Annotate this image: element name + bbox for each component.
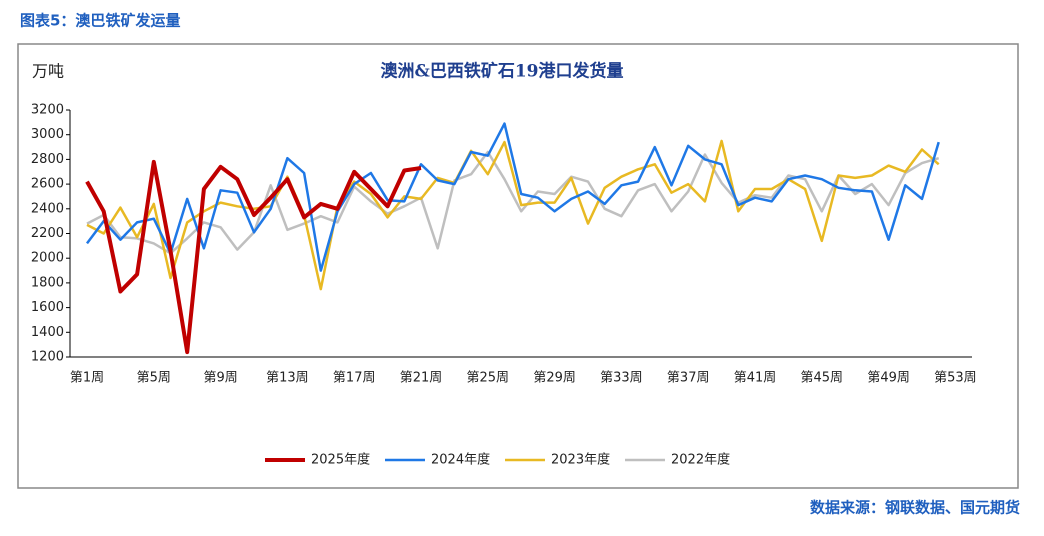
series-line: [85, 159, 422, 355]
x-tick-label: 第21周: [400, 371, 443, 386]
x-tick-label: 第17周: [333, 371, 376, 386]
legend-label: 2025年度: [311, 452, 370, 468]
x-tick-label: 第33周: [600, 371, 643, 386]
source: 数据来源：钢联数据、国元期货: [810, 499, 1020, 517]
legend-label: 2023年度: [551, 452, 610, 468]
y-tick-label: 1800: [31, 275, 64, 290]
series-line: [86, 139, 940, 291]
y-tick-label: 2200: [31, 226, 64, 241]
x-tick-label: 第37周: [667, 371, 710, 386]
y-tick-label: 2400: [31, 201, 64, 216]
x-tick-label: 第25周: [467, 371, 510, 386]
y-tick-label: 2800: [31, 152, 64, 167]
x-tick-label: 第53周: [934, 371, 977, 386]
legend-label: 2022年度: [671, 452, 730, 468]
series-line: [85, 122, 940, 272]
x-tick-label: 第9周: [203, 371, 237, 386]
x-tick-label: 第1周: [70, 371, 104, 386]
y-tick-label: 3200: [31, 103, 64, 118]
legend-label: 2024年度: [431, 452, 490, 468]
y-tick-label: 1600: [31, 300, 64, 315]
y-tick-label: 2000: [31, 251, 64, 266]
chart-frame: [17, 43, 1019, 489]
x-tick-label: 第41周: [734, 371, 777, 386]
x-tick-label: 第29周: [533, 371, 576, 386]
y-tick-label: 2600: [31, 177, 64, 192]
x-tick-label: 第13周: [266, 371, 309, 386]
x-tick-label: 第49周: [867, 371, 910, 386]
series-line: [86, 150, 940, 255]
x-tick-label: 第5周: [137, 371, 171, 386]
chart-title: 澳洲&巴西铁矿石19港口发货量: [380, 61, 623, 82]
y-tick-label: 1400: [31, 325, 64, 340]
y-tick-label: 1200: [31, 350, 64, 365]
header-title: 图表5：澳巴铁矿发运量: [20, 12, 180, 30]
y-axis-label: 万吨: [32, 62, 64, 81]
y-tick-label: 3000: [31, 127, 64, 142]
x-tick-label: 第45周: [801, 371, 844, 386]
